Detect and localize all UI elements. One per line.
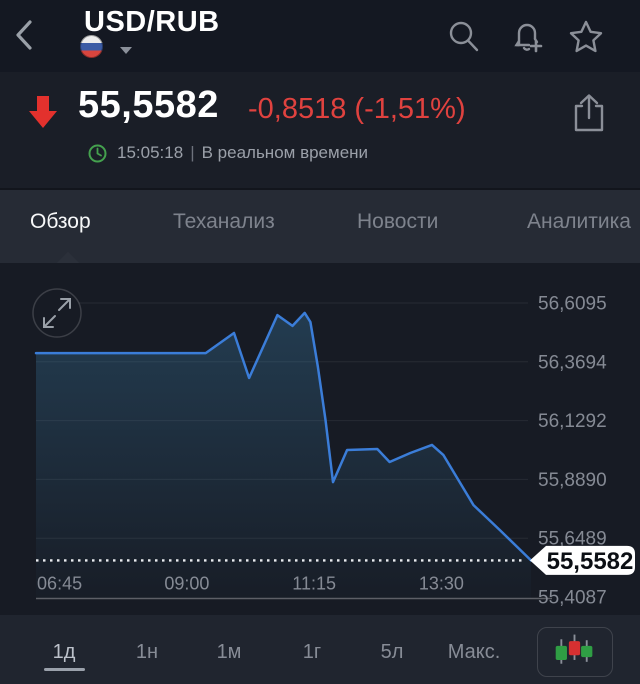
- timeframe-1m[interactable]: 1м: [216, 641, 242, 663]
- y-tick-label: 55,8890: [538, 470, 607, 491]
- tab-analytics[interactable]: Аналитика: [527, 210, 631, 233]
- chart-type-button[interactable]: [537, 627, 613, 677]
- timeframe-max[interactable]: Макс.: [447, 641, 501, 663]
- last-price: 55,5582: [78, 84, 219, 126]
- chevron-down-icon[interactable]: [120, 47, 132, 54]
- last-price-badge: 55,5582: [530, 545, 635, 575]
- series-layer: [34, 311, 533, 598]
- price-chart[interactable]: 56,6095 56,3694 56,1292 55,8890 55,6489 55,40…: [0, 263, 640, 615]
- y-tick-label: 56,1292: [538, 411, 607, 432]
- star-icon[interactable]: [567, 18, 605, 56]
- timeframe-5y[interactable]: 5л: [380, 641, 404, 663]
- timeframe-1w[interactable]: 1н: [135, 641, 159, 663]
- divider: |: [190, 143, 195, 162]
- active-timeframe-underline: [44, 668, 85, 671]
- arrow-down-icon: [29, 96, 57, 128]
- page-title: USD/RUB: [84, 6, 220, 38]
- expand-arrows-icon: [43, 298, 71, 328]
- price-change: -0,8518 (-1,51%): [248, 93, 466, 125]
- y-tick-label: 56,3694: [538, 352, 607, 373]
- axis-labels: 56,6095 56,3694 56,1292 55,8890 55,6489 55,40…: [37, 294, 607, 609]
- candlestick-icon: [555, 634, 593, 664]
- y-tick-label: 55,6489: [538, 529, 607, 550]
- x-tick-label: 06:45: [37, 574, 82, 594]
- y-tick-label: 56,6095: [538, 294, 607, 315]
- tab-technical[interactable]: Теханализ: [173, 210, 275, 233]
- tab-bar: Обзор Теханализ Новости Аналитика: [0, 190, 640, 275]
- clock-icon: [88, 144, 107, 162]
- last-price-badge-label: 55,5582: [547, 548, 634, 575]
- area-fill: [36, 312, 531, 598]
- timeframe-1d[interactable]: 1д: [52, 641, 76, 663]
- realtime-row: 15:05:18 | В реальном времени: [88, 142, 368, 164]
- chart-section: 56,6095 56,3694 56,1292 55,8890 55,6489 55,40…: [0, 263, 640, 615]
- header: USD/RUB: [0, 0, 640, 72]
- y-tick-label: 55,4087: [538, 588, 607, 609]
- x-tick-label: 11:15: [292, 574, 336, 594]
- timeframe-1y[interactable]: 1г: [302, 641, 322, 663]
- realtime-label: В реальном времени: [201, 143, 369, 162]
- price-line: [34, 311, 533, 562]
- quote-section: 55,5582 -0,8518 (-1,51%) 15:05:18 | В ре…: [0, 72, 640, 190]
- quote-timestamp: 15:05:18: [117, 143, 184, 162]
- back-button[interactable]: [10, 16, 38, 54]
- timeframe-bar: 1д 1н 1м 1г 5л Макс.: [0, 615, 640, 684]
- alert-add-icon[interactable]: [505, 15, 547, 57]
- tab-overview[interactable]: Обзор: [30, 210, 91, 233]
- expand-button[interactable]: [32, 288, 82, 338]
- tab-news[interactable]: Новости: [357, 210, 439, 233]
- share-icon[interactable]: [568, 92, 610, 136]
- x-tick-label: 09:00: [164, 574, 209, 594]
- russian-flag-icon: [80, 35, 103, 58]
- x-tick-label: 13:30: [419, 574, 464, 594]
- last-price-badge-shape: [530, 545, 635, 575]
- search-icon[interactable]: [447, 18, 481, 54]
